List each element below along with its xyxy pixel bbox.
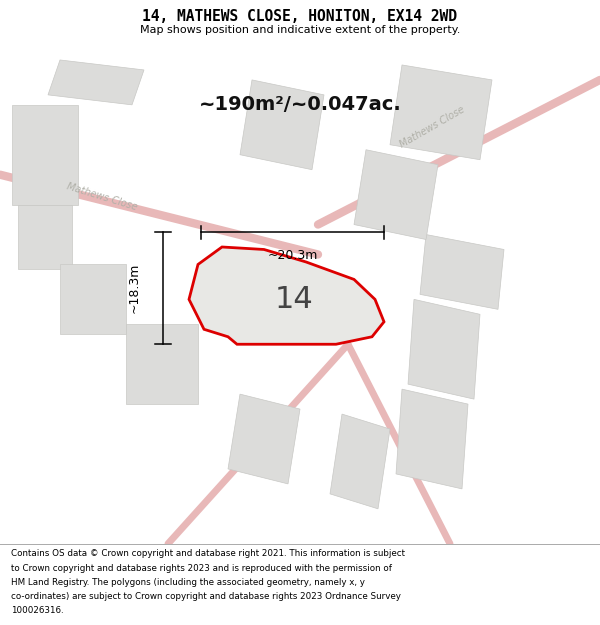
Text: ~190m²/~0.047ac.: ~190m²/~0.047ac. bbox=[199, 96, 401, 114]
Polygon shape bbox=[189, 247, 384, 344]
Polygon shape bbox=[390, 65, 492, 160]
Polygon shape bbox=[396, 389, 468, 489]
Text: to Crown copyright and database rights 2023 and is reproduced with the permissio: to Crown copyright and database rights 2… bbox=[11, 564, 392, 572]
Text: HM Land Registry. The polygons (including the associated geometry, namely x, y: HM Land Registry. The polygons (includin… bbox=[11, 578, 365, 587]
Polygon shape bbox=[240, 80, 324, 169]
Text: co-ordinates) are subject to Crown copyright and database rights 2023 Ordnance S: co-ordinates) are subject to Crown copyr… bbox=[11, 592, 401, 601]
Text: Mathews Close: Mathews Close bbox=[398, 104, 466, 150]
Text: 100026316.: 100026316. bbox=[11, 606, 64, 615]
Polygon shape bbox=[408, 299, 480, 399]
Text: Mathews Close: Mathews Close bbox=[65, 182, 139, 213]
Text: ~20.3m: ~20.3m bbox=[268, 249, 317, 262]
Polygon shape bbox=[354, 150, 438, 239]
Text: 14, MATHEWS CLOSE, HONITON, EX14 2WD: 14, MATHEWS CLOSE, HONITON, EX14 2WD bbox=[143, 9, 458, 24]
Polygon shape bbox=[420, 234, 504, 309]
Text: Map shows position and indicative extent of the property.: Map shows position and indicative extent… bbox=[140, 25, 460, 35]
Text: Contains OS data © Crown copyright and database right 2021. This information is : Contains OS data © Crown copyright and d… bbox=[11, 549, 405, 559]
Polygon shape bbox=[126, 324, 198, 404]
Polygon shape bbox=[48, 60, 144, 105]
Text: ~18.3m: ~18.3m bbox=[127, 263, 140, 313]
Polygon shape bbox=[12, 105, 78, 204]
Polygon shape bbox=[228, 394, 300, 484]
Polygon shape bbox=[60, 264, 126, 334]
Polygon shape bbox=[18, 204, 72, 269]
Text: 14: 14 bbox=[275, 285, 313, 314]
Polygon shape bbox=[330, 414, 390, 509]
